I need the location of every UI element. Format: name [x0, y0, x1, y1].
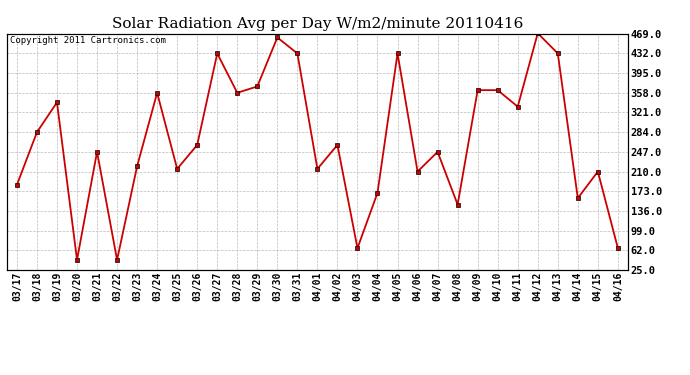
Title: Solar Radiation Avg per Day W/m2/minute 20110416: Solar Radiation Avg per Day W/m2/minute …	[112, 17, 523, 31]
Text: Copyright 2011 Cartronics.com: Copyright 2011 Cartronics.com	[10, 36, 166, 45]
